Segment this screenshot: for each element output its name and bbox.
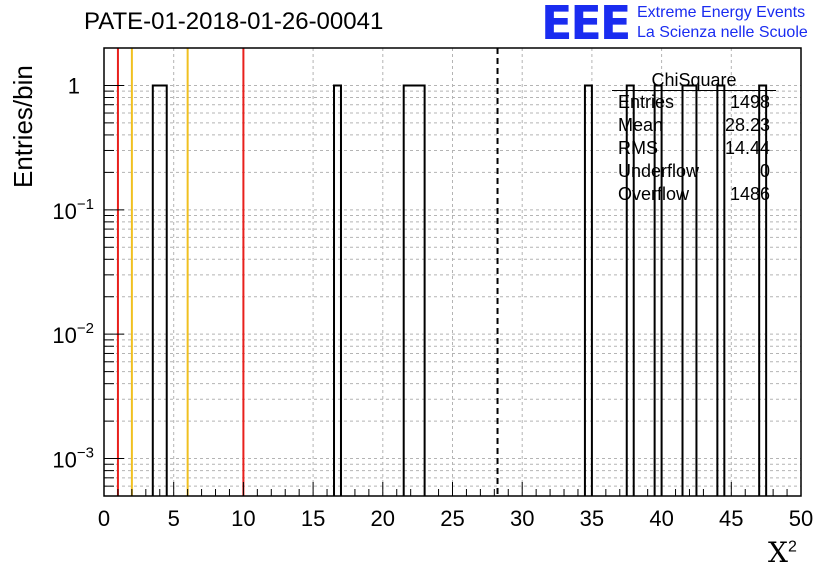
y-axis-label: Entries/bin <box>8 65 38 188</box>
stat-name: Underflow <box>618 161 700 181</box>
histogram-bin <box>758 84 768 496</box>
histogram-bin <box>625 84 635 496</box>
stat-value: 14.44 <box>724 138 770 158</box>
x-tick-label: 30 <box>510 506 534 531</box>
y-tick-label: 1 <box>68 73 80 98</box>
stat-row-mean: Mean 28.23 <box>618 115 770 137</box>
stats-box: ChiSquare Entries 1498 Mean 28.23 RMS 14… <box>612 70 778 206</box>
histogram-bin <box>653 84 663 496</box>
x-axis-label-symbol: X <box>768 536 788 569</box>
x-tick-label: 20 <box>371 506 395 531</box>
stats-separator <box>612 90 776 91</box>
stat-name: Overflow <box>618 184 690 204</box>
stat-value: 0 <box>759 161 770 181</box>
y-tick-label: 10−2 <box>52 320 94 348</box>
x-tick-label: 50 <box>789 506 813 531</box>
stat-name: RMS <box>618 138 658 158</box>
x-tick-label: 35 <box>580 506 604 531</box>
logo-line-2: La Scienza nelle Scuole <box>637 24 808 41</box>
x-tick-label: 25 <box>440 506 464 531</box>
histogram-bin <box>716 84 726 496</box>
stat-value: 28.23 <box>724 115 770 135</box>
x-tick-label: 45 <box>719 506 743 531</box>
eee-logo-mark: EEE <box>541 0 631 50</box>
y-tick-label: 10−1 <box>52 196 94 224</box>
histogram-bin <box>333 84 342 496</box>
histogram-bin <box>681 84 698 496</box>
x-tick-label: 5 <box>168 506 180 531</box>
histogram-bin <box>583 84 593 496</box>
stat-row-rms: RMS 14.44 <box>618 138 770 160</box>
x-tick-label: 10 <box>231 506 255 531</box>
stat-row-underflow: Underflow 0 <box>618 161 770 183</box>
y-tick-label: 10−3 <box>52 445 94 473</box>
x-axis-label-exponent: 2 <box>787 538 797 556</box>
x-tick-label: 40 <box>649 506 673 531</box>
stat-value: 1486 <box>729 184 770 204</box>
x-axis-label: X2 <box>768 536 797 569</box>
logo-line-1: Extreme Energy Events <box>637 4 806 21</box>
stat-row-entries: Entries 1498 <box>618 92 770 114</box>
stats-title: ChiSquare <box>651 70 737 90</box>
x-tick-label: 15 <box>301 506 325 531</box>
chart-title: PATE-01-2018-01-26-00041 <box>84 8 384 35</box>
histogram-bin <box>151 84 168 496</box>
histogram-bin <box>402 84 426 496</box>
stat-row-overflow: Overflow 1486 <box>618 184 770 206</box>
stat-value: 1498 <box>729 92 770 112</box>
stat-name: Mean <box>618 115 664 135</box>
x-tick-label: 0 <box>98 506 110 531</box>
stat-name: Entries <box>618 92 675 112</box>
